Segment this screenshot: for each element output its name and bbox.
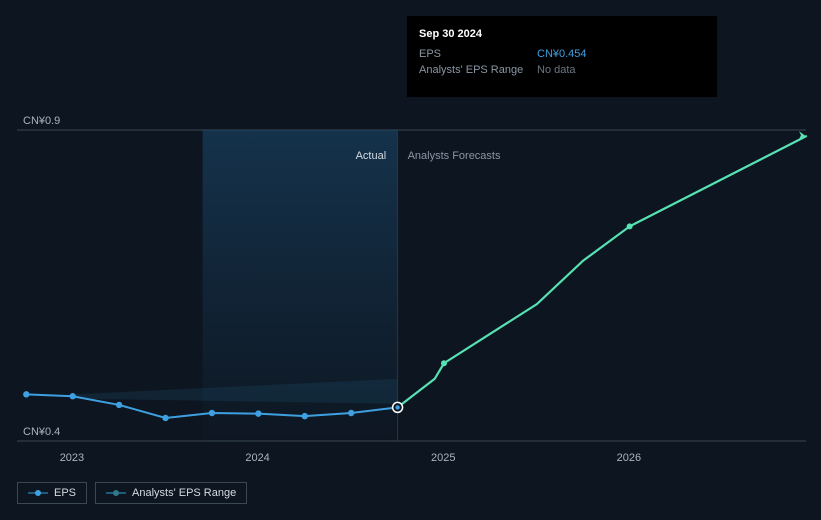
legend-swatch-eps: [28, 488, 48, 498]
tooltip-row-range: Analysts' EPS Range No data: [419, 62, 705, 79]
chart-legend: EPS Analysts' EPS Range: [17, 482, 247, 504]
legend-item-range[interactable]: Analysts' EPS Range: [95, 482, 247, 504]
tooltip-value: No data: [537, 62, 576, 79]
phase-label-actual: Actual: [356, 150, 387, 162]
legend-label: EPS: [54, 487, 76, 499]
tooltip-key: EPS: [419, 46, 537, 63]
legend-label: Analysts' EPS Range: [132, 487, 236, 499]
tooltip-date: Sep 30 2024: [419, 26, 705, 43]
phase-label-forecast: Analysts Forecasts: [408, 150, 501, 162]
legend-swatch-range: [106, 488, 126, 498]
tooltip-value: CN¥0.454: [537, 46, 587, 63]
chart-tooltip: Sep 30 2024 EPS CN¥0.454 Analysts' EPS R…: [407, 16, 717, 97]
tooltip-key: Analysts' EPS Range: [419, 62, 537, 79]
legend-item-eps[interactable]: EPS: [17, 482, 87, 504]
tooltip-row-eps: EPS CN¥0.454: [419, 46, 705, 63]
eps-forecast-chart: Sep 30 2024 EPS CN¥0.454 Analysts' EPS R…: [0, 0, 821, 520]
